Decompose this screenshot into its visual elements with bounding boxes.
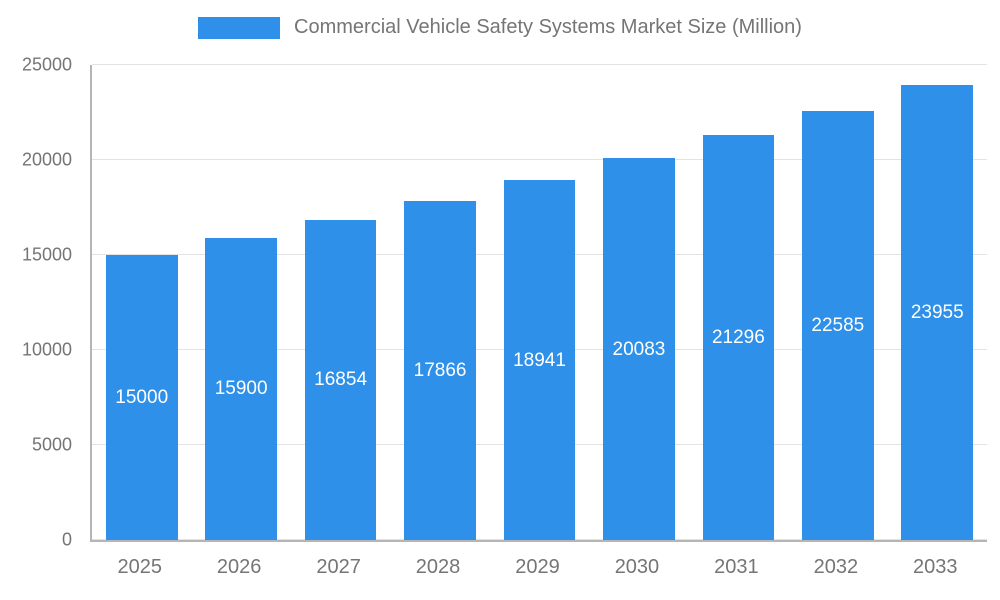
bar-value-label: 22585	[811, 314, 865, 336]
x-axis: 2025 2026 2027 2028 2029 2030 2031 2032 2033	[90, 548, 985, 584]
x-tick-label: 2030	[614, 556, 660, 578]
bar-value-label: 21296	[711, 327, 765, 349]
gridline	[92, 159, 987, 160]
legend-swatch	[198, 16, 281, 39]
y-tick-label: 0	[61, 529, 72, 550]
bar-value-label: 16854	[314, 369, 368, 391]
bar: 23955	[901, 84, 974, 540]
x-tick-label: 2032	[813, 556, 859, 578]
bar: 18941	[503, 180, 576, 540]
x-tick-label: 2025	[117, 556, 162, 578]
y-tick-label: 15000	[21, 244, 72, 265]
bar-value-label: 15900	[214, 378, 268, 400]
chart-title: Commercial Vehicle Safety Systems Market…	[294, 16, 802, 38]
x-tick-label: 2033	[913, 556, 958, 578]
chart-legend: Commercial Vehicle Safety Systems Market…	[0, 16, 1000, 39]
gridline	[92, 64, 987, 65]
bar: 17866	[404, 200, 476, 540]
bar-value-label: 20083	[612, 338, 666, 360]
y-tick-label: 25000	[21, 54, 72, 75]
bar: 22585	[802, 110, 874, 540]
bar-value-label: 18941	[513, 349, 566, 371]
bar: 21296	[702, 135, 775, 540]
x-tick-label: 2027	[316, 556, 361, 578]
x-tick-label: 2028	[415, 556, 461, 578]
y-tick-label: 5000	[31, 434, 72, 455]
x-tick-label: 2029	[515, 556, 560, 578]
x-tick-label: 2026	[216, 556, 262, 578]
bar-value-label: 15000	[115, 387, 169, 408]
bar: 20083	[603, 158, 675, 540]
bar-value-label: 17866	[413, 359, 467, 381]
y-axis: 0 5000 10000 15000 20000 25000	[0, 55, 82, 550]
y-tick-label: 20000	[21, 149, 72, 170]
plot-area: 15000 15900 16854 17866 18941 20083 21296 22585…	[90, 64, 987, 542]
bar-value-label: 23955	[910, 301, 964, 323]
y-tick-label: 10000	[21, 339, 72, 360]
bar: 15000	[105, 255, 178, 540]
bar: 16854	[304, 219, 377, 540]
x-tick-label: 2031	[714, 556, 759, 578]
bar: 15900	[205, 237, 277, 540]
